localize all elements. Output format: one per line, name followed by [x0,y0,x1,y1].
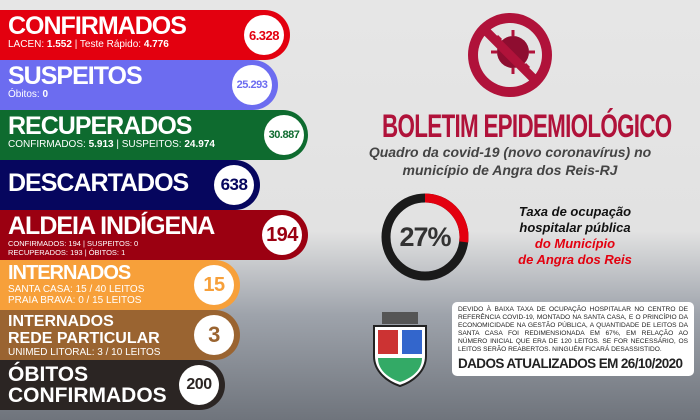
occupancy-gauge [381,193,469,281]
occupancy-text-line: do Município [534,236,616,251]
card-title: DESCARTADOS [8,169,189,197]
occupancy-percent: 27% [399,222,451,252]
card-detail: SANTA CASA: 15 / 40 LEITOS [8,284,145,295]
suspects-value: 24.974 [184,139,215,150]
count-badge: 15 [194,265,234,305]
card-rede-particular: INTERNADOS REDE PARTICULAR UNIMED LITORA… [0,310,240,360]
card-title-2: REDE PARTICULAR [8,330,160,347]
count-badge: 194 [262,215,302,255]
confirmed-label: CONFIRMADOS: [8,139,89,150]
no-virus-icon [468,13,552,97]
page-title: BOLETIM EPIDEMIOLÓGICO [382,108,672,144]
notice-text: DEVIDO À BAIXA TAXA DE OCUPAÇÃO HOSPITAL… [458,306,688,353]
count-badge: 25.293 [232,65,272,105]
card-detail: CONFIRMADOS: 194 | SUSPEITOS: 0 [8,239,139,248]
card-detail: RECUPERADOS: 193 | ÓBITOS: 1 [8,248,126,257]
count-badge: 6.328 [244,15,284,55]
card-descartados: DESCARTADOS 638 [0,160,260,210]
card-title: RECUPERADOS [8,112,192,140]
card-detail: CONFIRMADOS: 5.913 | SUSPEITOS: 24.974 [8,139,308,150]
card-title: CONFIRMADOS [8,12,187,40]
count-badge: 638 [214,165,254,205]
confirmed-value: 5.913 [88,139,114,150]
subtitle-2: município de Angra dos Reis-RJ [402,162,618,178]
subtitle: Quadro da covid-19 (novo coronavírus) no [368,144,652,160]
card-title: ALDEIA INDÍGENA [8,212,215,240]
occupancy-text-line: Taxa de ocupação [518,204,632,219]
lacen-label: LACEN: [8,39,47,50]
count-badge: 30.887 [264,115,304,155]
card-confirmados: CONFIRMADOS LACEN: 1.552 | Teste Rápido:… [0,10,290,60]
page-title-wrap: BOLETIM EPIDEMIOLÓGICO [320,109,700,143]
card-aldeia-indigena: ALDEIA INDÍGENA CONFIRMADOS: 194 | SUSPE… [0,210,308,260]
card-detail: Óbitos: 0 [8,89,278,100]
occupancy-gauge-fill [381,193,469,281]
card-detail: LACEN: 1.552 | Teste Rápido: 4.776 [8,39,290,50]
card-title: INTERNADOS [8,262,131,284]
lacen-value: 1.552 [46,39,72,50]
deaths-label: Óbitos: [8,89,43,100]
updated-date: DADOS ATUALIZADOS EM 26/10/2020 [458,356,683,371]
card-title: SUSPEITOS [8,62,143,90]
header: BOLETIM EPIDEMIOLÓGICO Quadro da covid-1… [320,12,700,179]
card-recuperados: RECUPERADOS CONFIRMADOS: 5.913 | SUSPEIT… [0,110,308,160]
count-badge: 200 [179,365,219,405]
occupancy-text: Taxa de ocupação hospitalar pública do M… [495,204,655,268]
rapid-test-label: | Teste Rápido: [71,39,144,50]
card-title: INTERNADOS [8,313,114,330]
card-detail: PRAIA BRAVA: 0 / 15 LEITOS [8,295,142,306]
coat-of-arms-icon [373,312,427,388]
card-title: ÓBITOS [8,363,89,386]
notice-box: DEVIDO À BAIXA TAXA DE OCUPAÇÃO HOSPITAL… [452,302,694,376]
card-internados: INTERNADOS SANTA CASA: 15 / 40 LEITOS PR… [0,260,240,310]
count-badge: 3 [194,315,234,355]
occupancy-text-line: de Angra dos Reis [518,252,632,267]
occupancy-text-line: hospitalar pública [519,220,631,235]
deaths-value: 0 [42,89,49,100]
rapid-test-value: 4.776 [143,39,169,50]
card-title-2: CONFIRMADOS [8,384,167,407]
card-suspeitos: SUSPEITOS Óbitos: 0 25.293 [0,60,278,110]
suspects-label: | SUSPEITOS: [113,139,185,150]
card-obitos: ÓBITOS CONFIRMADOS 200 [0,360,225,410]
card-detail: UNIMED LITORAL: 3 / 10 LEITOS [8,347,161,358]
